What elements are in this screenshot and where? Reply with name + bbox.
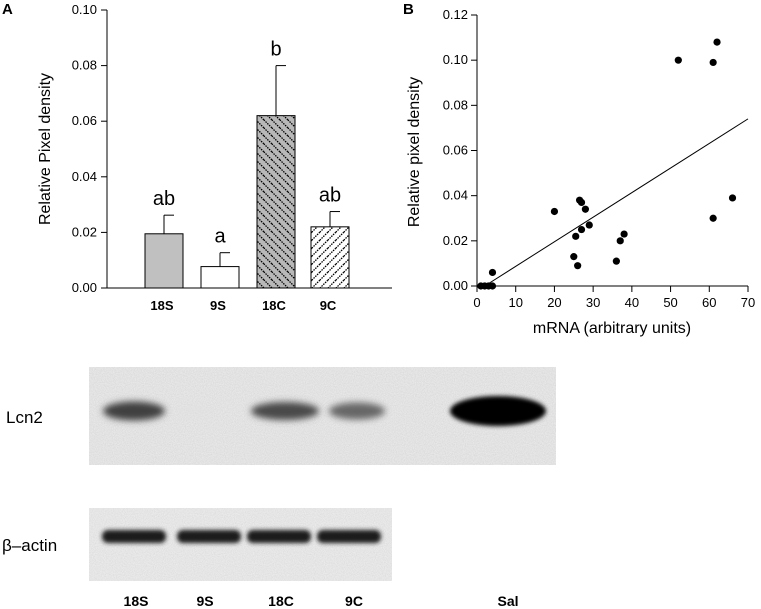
y-axis-label: Relative pixel density	[406, 77, 423, 227]
scatter-point	[713, 38, 721, 46]
x-category-label: 9C	[320, 298, 337, 313]
x-category-label: 9S	[210, 298, 226, 313]
lane-label: 18C	[268, 593, 294, 609]
scatter-point	[674, 56, 682, 64]
x-category-label: 18S	[150, 298, 173, 313]
lane-label: 9S	[196, 593, 213, 609]
y-tick-label: 0.04	[72, 169, 97, 184]
y-tick-label: 0.06	[72, 113, 97, 128]
beta-actin-band	[317, 530, 381, 543]
panel-label-a: A	[2, 1, 13, 18]
significance-label: ab	[153, 188, 175, 210]
y-tick-label: 0.02	[443, 233, 468, 248]
scatter-point	[620, 230, 628, 238]
significance-label: b	[270, 39, 281, 61]
panel-label-b: B	[403, 1, 414, 18]
lcn2-band	[329, 402, 385, 420]
western-blot-lcn2	[89, 367, 556, 465]
lcn2-band	[103, 401, 165, 421]
bar-18S	[144, 233, 184, 289]
y-tick-label: 0.06	[443, 143, 468, 158]
scatter-plot-panel-b: 0.00 0.02 0.04 0.06 0.08 0.10 0.12 0 10 20 30 40 50…	[406, 7, 755, 337]
x-category-label: 18C	[262, 298, 286, 313]
x-axis-label: mRNA (arbitrary units)	[533, 320, 691, 337]
bar-9C	[310, 226, 350, 289]
blot-label-lcn2: Lcn2	[6, 408, 43, 427]
x-tick-label: 70	[741, 295, 755, 310]
scatter-point	[550, 207, 559, 216]
trend-line	[484, 118, 749, 287]
y-tick-label: 0.00	[443, 278, 468, 293]
significance-label: a	[214, 226, 226, 248]
y-tick-label: 0.08	[72, 58, 97, 73]
y-tick-label: 0.10	[443, 52, 468, 67]
x-tick-label: 0	[473, 295, 480, 310]
scatter-point	[488, 282, 497, 290]
scatter-point	[577, 225, 586, 234]
bar-9S	[200, 266, 240, 289]
x-tick-label: 30	[586, 295, 600, 310]
lcn2-band	[251, 402, 319, 420]
lane-label: 18S	[124, 593, 149, 609]
y-tick-label: 0.02	[72, 224, 97, 239]
x-tick-label: 10	[508, 295, 522, 310]
beta-actin-band	[102, 530, 166, 543]
lcn2-band	[175, 405, 215, 417]
scatter-point	[728, 194, 737, 202]
scatter-point	[616, 237, 624, 245]
scatter-point	[574, 262, 582, 270]
scatter-point	[577, 198, 586, 207]
y-tick-label: 0.08	[443, 97, 468, 112]
beta-actin-band	[247, 530, 311, 543]
blot-label-beta-actin: β–actin	[2, 536, 57, 555]
scatter-point	[585, 221, 593, 229]
y-axis-label: Relative Pixel density	[37, 73, 54, 225]
scatter-point	[572, 232, 580, 240]
scatter-point	[570, 253, 578, 261]
x-tick-label: 20	[547, 295, 561, 310]
scatter-point	[488, 268, 497, 277]
x-tick-label: 50	[663, 295, 677, 310]
x-tick-label: 60	[702, 295, 716, 310]
scatter-point	[709, 214, 717, 222]
lane-label: 9C	[345, 593, 363, 609]
bar-18C	[256, 115, 296, 289]
y-tick-label: 0.12	[443, 7, 468, 22]
beta-actin-band	[177, 530, 241, 543]
western-blot-beta-actin	[89, 508, 392, 581]
significance-label: ab	[319, 185, 341, 207]
scatter-point	[709, 58, 717, 67]
scatter-point	[581, 205, 590, 213]
lcn2-band	[450, 396, 546, 426]
scatter-point	[612, 257, 620, 265]
lane-label: Sal	[497, 593, 518, 609]
y-tick-label: 0.10	[72, 2, 97, 17]
y-tick-label: 0.04	[443, 188, 468, 203]
y-tick-label: 0.00	[72, 280, 97, 295]
x-tick-label: 40	[625, 295, 639, 310]
